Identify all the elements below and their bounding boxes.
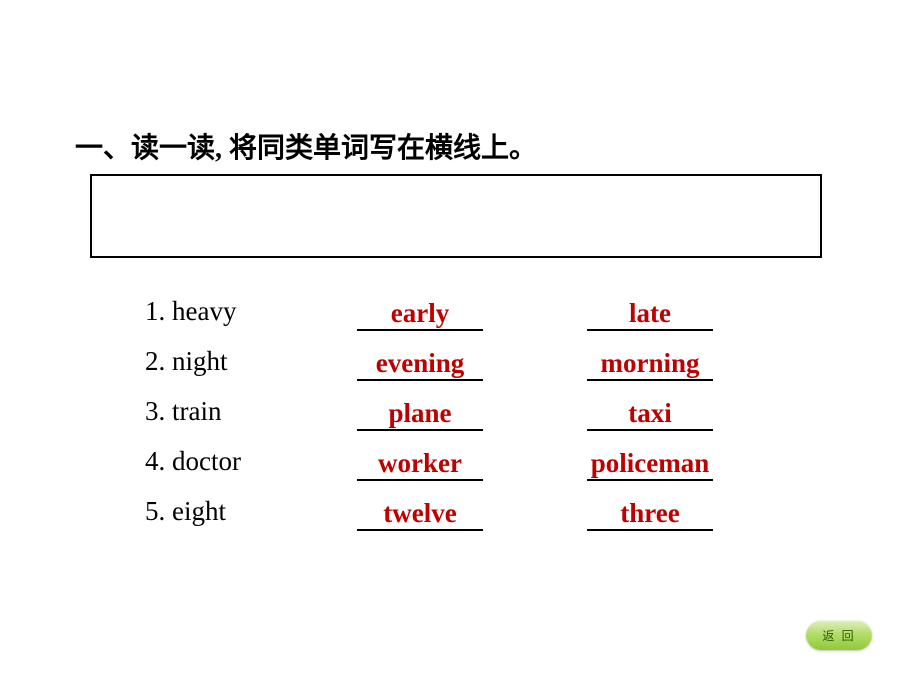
exercise-row: 3. train plane taxi [145, 396, 735, 446]
blank-underline [357, 329, 483, 331]
answer-text: worker [378, 448, 462, 479]
word-bank-box [90, 174, 822, 258]
answer-text: evening [376, 348, 465, 379]
answer-cell: policeman [565, 446, 735, 477]
answer-cell: plane [335, 396, 505, 427]
answer-text: early [391, 298, 449, 329]
blank-underline [587, 529, 713, 531]
answer-cell: evening [335, 346, 505, 377]
blank-underline [587, 329, 713, 331]
blank-underline [587, 379, 713, 381]
answer-text: three [620, 498, 679, 529]
exercise-row: 2. night evening morning [145, 346, 735, 396]
answer-text: twelve [383, 498, 456, 529]
answer-cell: three [565, 496, 735, 527]
answer-text: taxi [628, 398, 672, 429]
prompt-label: 1. heavy [145, 296, 335, 327]
prompt-label: 5. eight [145, 496, 335, 527]
answer-text: plane [388, 398, 451, 429]
blank-underline [587, 479, 713, 481]
answer-cell: morning [565, 346, 735, 377]
answer-cell: early [335, 296, 505, 327]
page: 一、读一读, 将同类单词写在横线上。 1. heavy early late 2… [0, 0, 920, 690]
exercise-row: 4. doctor worker policeman [145, 446, 735, 496]
blank-underline [357, 429, 483, 431]
blank-underline [357, 529, 483, 531]
prompt-label: 4. doctor [145, 446, 335, 477]
answer-text: morning [600, 348, 699, 379]
prompt-label: 3. train [145, 396, 335, 427]
exercise-row: 5. eight twelve three [145, 496, 735, 546]
answer-cell: taxi [565, 396, 735, 427]
blank-underline [357, 479, 483, 481]
answer-cell: twelve [335, 496, 505, 527]
blank-underline [587, 429, 713, 431]
answer-text: late [629, 298, 671, 329]
blank-underline [357, 379, 483, 381]
exercise-row: 1. heavy early late [145, 296, 735, 346]
prompt-label: 2. night [145, 346, 335, 377]
back-button[interactable]: 返 回 [806, 620, 872, 650]
answer-cell: worker [335, 446, 505, 477]
answer-cell: late [565, 296, 735, 327]
exercise-rows: 1. heavy early late 2. night evening mor… [145, 296, 735, 546]
exercise-heading: 一、读一读, 将同类单词写在横线上。 [75, 126, 537, 166]
answer-text: policeman [591, 448, 710, 479]
